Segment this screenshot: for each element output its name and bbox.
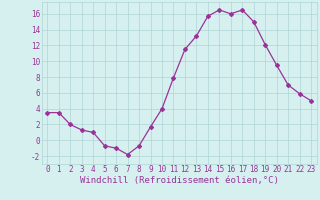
X-axis label: Windchill (Refroidissement éolien,°C): Windchill (Refroidissement éolien,°C) [80,176,279,185]
